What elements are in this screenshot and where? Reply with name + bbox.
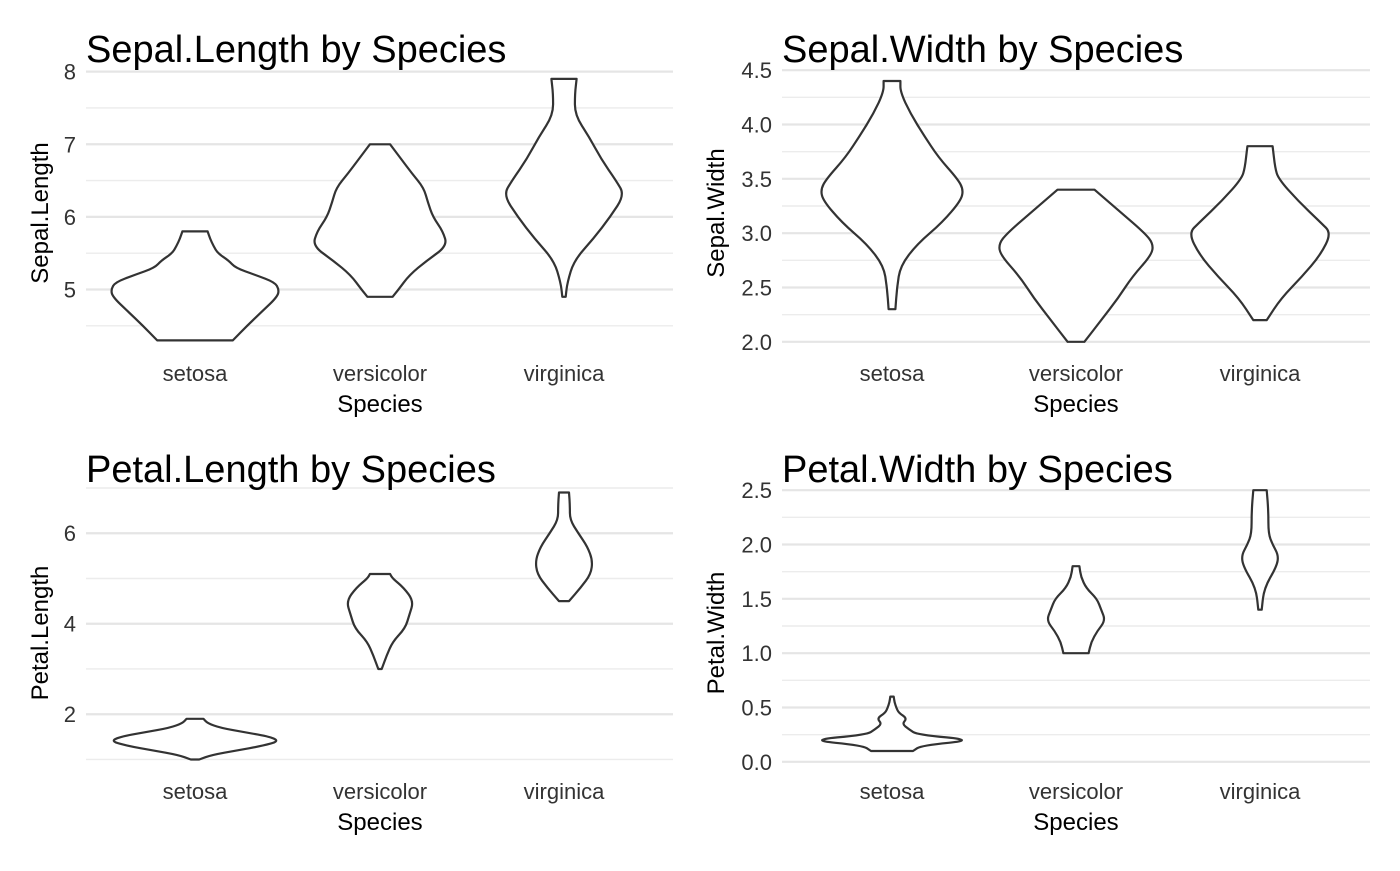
- y-tick-label: 4.0: [741, 113, 772, 138]
- y-axis-title: Sepal.Length: [27, 142, 54, 283]
- violin-versicolor: [346, 572, 414, 671]
- y-axis-title: Petal.Length: [27, 566, 54, 701]
- y-axis-title: Petal.Width: [703, 572, 730, 695]
- chart-title: Sepal.Width by Species: [782, 29, 1183, 71]
- x-tick-label-setosa: setosa: [860, 361, 926, 386]
- y-tick-label: 4: [64, 612, 76, 637]
- y-tick-label: 1.0: [741, 641, 772, 666]
- y-tick-label: 2.0: [741, 330, 772, 355]
- x-tick-label-virginica: virginica: [524, 361, 605, 386]
- y-tick-label: 5: [64, 278, 76, 303]
- chart-title: Sepal.Length by Species: [86, 29, 506, 71]
- panel-2: 2.0 2.5 3.0 3.5 4.0 4.5 Sepal.Width by Species…: [703, 29, 1370, 418]
- y-tick-label: 6: [64, 205, 76, 230]
- y-tick-label: 0.0: [741, 750, 772, 775]
- x-tick-label-virginica: virginica: [1220, 779, 1301, 804]
- y-tick-label: 2.5: [741, 478, 772, 503]
- y-tick-label: 7: [64, 132, 76, 157]
- chart-title: Petal.Length by Species: [86, 449, 496, 491]
- x-tick-label-versicolor: versicolor: [333, 361, 427, 386]
- violin-virginica: [1241, 489, 1279, 611]
- x-tick-label-virginica: virginica: [1220, 361, 1301, 386]
- x-axis-title: Species: [337, 391, 422, 418]
- x-tick-label-versicolor: versicolor: [1029, 361, 1123, 386]
- y-tick-label: 3.5: [741, 167, 772, 192]
- violin-virginica: [1190, 145, 1330, 322]
- violin-setosa: [112, 717, 278, 761]
- x-tick-label-versicolor: versicolor: [333, 779, 427, 804]
- violin-setosa: [821, 695, 963, 753]
- violin-setosa: [110, 230, 280, 342]
- x-tick-label-setosa: setosa: [860, 779, 926, 804]
- violin-virginica: [534, 491, 594, 603]
- violin-versicolor: [313, 143, 447, 298]
- y-axis-title: Sepal.Width: [703, 148, 730, 277]
- panel-1: 5 6 7 8 Sepal.Length by Species setosa versico…: [27, 29, 673, 418]
- y-tick-label: 6: [64, 521, 76, 546]
- panel-3: 2 4 6 Petal.Length by Species setosa versicol…: [27, 449, 673, 836]
- y-tick-label: 8: [64, 60, 76, 85]
- violin-versicolor: [998, 188, 1154, 343]
- y-tick-label: 2.5: [741, 275, 772, 300]
- y-tick-label: 1.5: [741, 587, 772, 612]
- x-axis-title: Species: [337, 809, 422, 836]
- x-tick-label-setosa: setosa: [163, 779, 229, 804]
- x-tick-label-versicolor: versicolor: [1029, 779, 1123, 804]
- violin-virginica: [505, 77, 623, 298]
- violin-setosa: [820, 79, 964, 311]
- y-tick-label: 2.0: [741, 533, 772, 558]
- x-axis-title: Species: [1033, 809, 1118, 836]
- x-axis-title: Species: [1033, 391, 1118, 418]
- chart-title: Petal.Width by Species: [782, 449, 1173, 491]
- violin-versicolor: [1046, 565, 1106, 655]
- x-tick-label-virginica: virginica: [524, 779, 605, 804]
- y-tick-label: 0.5: [741, 695, 772, 720]
- y-tick-label: 3.0: [741, 221, 772, 246]
- y-tick-label: 4.5: [741, 58, 772, 83]
- panel-4: 0.0 0.5 1.0 1.5 2.0 2.5 Petal.Width by Species…: [703, 449, 1370, 836]
- y-tick-label: 2: [64, 702, 76, 727]
- x-tick-label-setosa: setosa: [163, 361, 229, 386]
